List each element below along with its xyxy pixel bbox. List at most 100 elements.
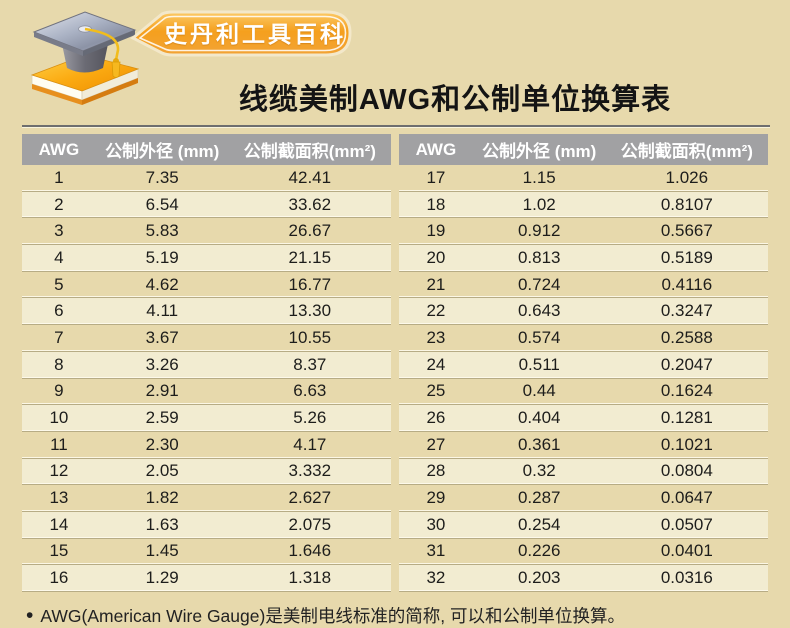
table-row: 23 0.574 0.2588 — [399, 324, 768, 352]
table-row: 16 1.29 1.318 — [22, 564, 391, 592]
cross-section-cell: 0.5189 — [605, 244, 768, 272]
cross-section-cell: 4.17 — [228, 431, 391, 459]
cross-section-cell: 0.5667 — [605, 217, 768, 246]
outer-diameter-cell: 2.91 — [95, 378, 229, 406]
awg-cell: 5 — [22, 271, 96, 299]
cross-section-cell: 21.15 — [228, 244, 391, 272]
outer-diameter-cell: 0.643 — [472, 297, 606, 326]
awg-cell: 26 — [399, 404, 473, 432]
outer-diameter-cell: 0.32 — [472, 458, 606, 486]
outer-diameter-cell: 3.26 — [95, 351, 229, 379]
awg-table-17-32: AWG 公制外径 (mm) 公制截面积(mm²) 17 1.15 1.026 18 1.… — [399, 134, 768, 592]
badge-background — [130, 10, 352, 57]
table-row: 24 0.511 0.2047 — [399, 351, 768, 379]
awg-cell: 12 — [22, 458, 96, 486]
awg-cell: 9 — [22, 378, 96, 406]
column-header-cross-section: 公制截面积(mm²) — [228, 134, 391, 165]
awg-cell: 6 — [22, 297, 96, 326]
cross-section-cell: 26.67 — [228, 217, 391, 246]
awg-cell: 2 — [22, 191, 96, 219]
cross-section-cell: 0.8107 — [605, 191, 768, 219]
table-row: 9 2.91 6.63 — [22, 378, 391, 406]
cross-section-cell: 6.63 — [228, 378, 391, 406]
table-row: 29 0.287 0.0647 — [399, 484, 768, 512]
cross-section-cell: 0.0401 — [605, 538, 768, 566]
outer-diameter-cell: 5.19 — [95, 244, 229, 272]
outer-diameter-cell: 4.62 — [95, 271, 229, 299]
awg-cell: 15 — [22, 538, 96, 566]
awg-cell: 27 — [399, 431, 473, 459]
brand-name: 史丹利工具百科 — [164, 21, 346, 47]
table-row: 28 0.32 0.0804 — [399, 458, 768, 486]
table-row: 11 2.30 4.17 — [22, 431, 391, 459]
footnote-text: AWG(American Wire Gauge)是美制电线标准的简称, 可以和公… — [40, 606, 626, 626]
cross-section-cell: 2.627 — [228, 484, 391, 512]
outer-diameter-cell: 0.511 — [472, 351, 606, 379]
awg-cell: 21 — [399, 271, 473, 299]
awg-cell: 10 — [22, 404, 96, 432]
outer-diameter-cell: 1.82 — [95, 484, 229, 512]
awg-cell: 13 — [22, 484, 96, 512]
outer-diameter-cell: 0.44 — [472, 378, 606, 406]
table-row: 12 2.05 3.332 — [22, 458, 391, 486]
table-row: 21 0.724 0.4116 — [399, 271, 768, 299]
table-row: 7 3.67 10.55 — [22, 324, 391, 352]
awg-cell: 24 — [399, 351, 473, 379]
table-row: 30 0.254 0.0507 — [399, 511, 768, 539]
awg-cell: 20 — [399, 244, 473, 272]
awg-cell: 32 — [399, 564, 473, 592]
table-row: 26 0.404 0.1281 — [399, 404, 768, 432]
cross-section-cell: 0.0804 — [605, 458, 768, 486]
brand-badge: 史丹利工具百科 — [130, 9, 354, 59]
awg-cell: 25 — [399, 378, 473, 406]
awg-cell: 22 — [399, 297, 473, 326]
outer-diameter-cell: 1.63 — [95, 511, 229, 539]
column-header-cross-section: 公制截面积(mm²) — [605, 134, 768, 165]
cross-section-cell: 0.3247 — [605, 297, 768, 326]
table-header-row: AWG 公制外径 (mm) 公制截面积(mm²) — [399, 134, 768, 165]
cross-section-cell: 1.026 — [605, 165, 768, 192]
table-row: 14 1.63 2.075 — [22, 511, 391, 539]
awg-cell: 30 — [399, 511, 473, 539]
cross-section-cell: 3.332 — [228, 458, 391, 486]
bullet-icon: • — [26, 604, 34, 627]
cross-section-cell: 16.77 — [228, 271, 391, 299]
outer-diameter-cell: 0.226 — [472, 538, 606, 566]
awg-cell: 19 — [399, 217, 473, 246]
cross-section-cell: 0.1281 — [605, 404, 768, 432]
table-row: 3 5.83 26.67 — [22, 217, 391, 246]
cross-section-cell: 0.2047 — [605, 351, 768, 379]
table-row: 6 4.11 13.30 — [22, 297, 391, 326]
table-row: 27 0.361 0.1021 — [399, 431, 768, 459]
outer-diameter-cell: 5.83 — [95, 217, 229, 246]
cross-section-cell: 0.2588 — [605, 324, 768, 352]
table-row: 18 1.02 0.8107 — [399, 191, 768, 219]
page-title: 线缆美制AWG和公制单位换算表 — [238, 84, 672, 116]
column-header-awg: AWG — [399, 134, 473, 165]
awg-cell: 31 — [399, 538, 473, 566]
outer-diameter-cell: 0.724 — [472, 271, 606, 299]
table-row: 4 5.19 21.15 — [22, 244, 391, 272]
cross-section-cell: 0.1624 — [605, 378, 768, 406]
outer-diameter-cell: 0.574 — [472, 324, 606, 352]
cross-section-cell: 8.37 — [228, 351, 391, 379]
awg-cell: 8 — [22, 351, 96, 379]
outer-diameter-cell: 0.287 — [472, 484, 606, 512]
outer-diameter-cell: 2.30 — [95, 431, 229, 459]
outer-diameter-cell: 1.29 — [95, 564, 229, 592]
table-row: 1 7.35 42.41 — [22, 165, 391, 192]
cross-section-cell: 0.1021 — [605, 431, 768, 459]
awg-cell: 23 — [399, 324, 473, 352]
outer-diameter-cell: 3.67 — [95, 324, 229, 352]
awg-table-1-16: AWG 公制外径 (mm) 公制截面积(mm²) 1 7.35 42.41 2 6.54… — [22, 134, 391, 592]
table-row: 15 1.45 1.646 — [22, 538, 391, 566]
table-row: 5 4.62 16.77 — [22, 271, 391, 299]
outer-diameter-cell: 0.203 — [472, 564, 606, 592]
outer-diameter-cell: 1.02 — [472, 191, 606, 219]
table-header-row: AWG 公制外径 (mm) 公制截面积(mm²) — [22, 134, 391, 165]
awg-cell: 4 — [22, 244, 96, 272]
cross-section-cell: 13.30 — [228, 297, 391, 326]
outer-diameter-cell: 2.59 — [95, 404, 229, 432]
cross-section-cell: 0.4116 — [605, 271, 768, 299]
title-divider — [22, 125, 770, 127]
